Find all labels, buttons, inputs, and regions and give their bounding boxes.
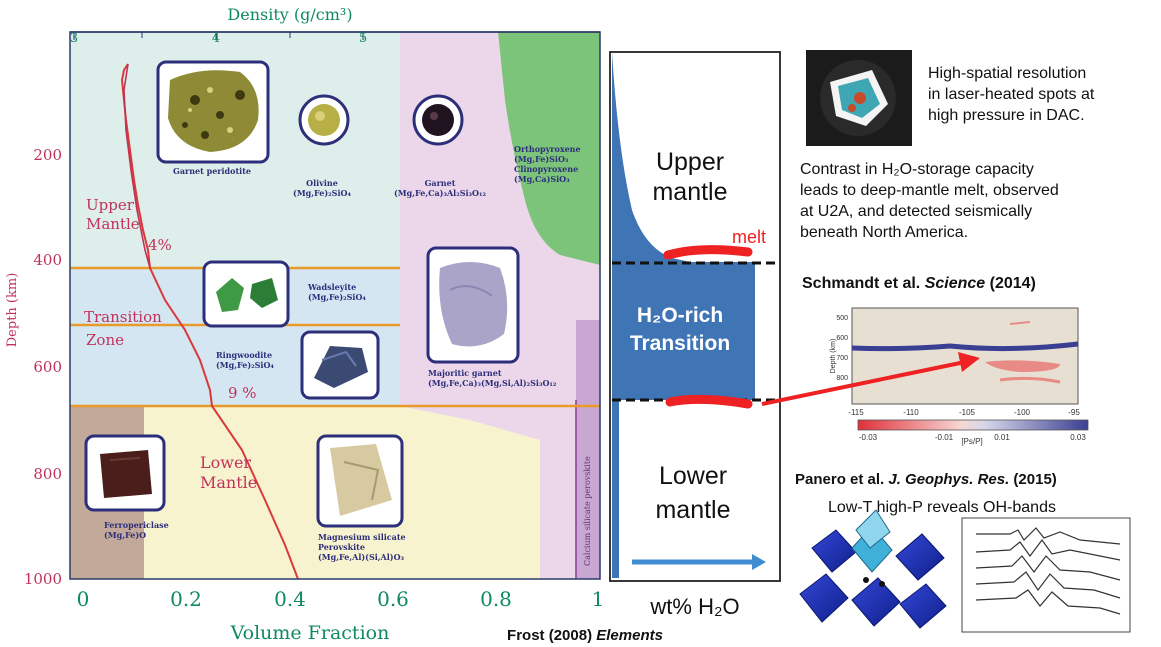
dac-photo bbox=[806, 50, 912, 146]
seismic-ytick-800: 800 bbox=[836, 375, 848, 382]
density-axis-label: Density (g/cm³) bbox=[227, 5, 352, 24]
melt-stroke-upper bbox=[663, 245, 753, 260]
depth-axis: Depth (km) 200 400 600 800 1000 bbox=[5, 146, 62, 588]
cbar-tick-neg01: -0.01 bbox=[935, 433, 954, 442]
column-upper-label: Upper mantle bbox=[652, 148, 727, 206]
garnet-label: Garnet (Mg,Fe,Ca)₃Al₂Si₃O₁₂ bbox=[394, 178, 487, 198]
seismic-image: Depth (km) 500 600 700 800 -115 -110 -10… bbox=[830, 307, 1089, 446]
volume-tick-0.2: 0.2 bbox=[170, 587, 202, 611]
link-arrow bbox=[761, 360, 966, 406]
seismic-blue-band bbox=[851, 341, 1079, 352]
seismic-xtick-95: -95 bbox=[1068, 408, 1080, 417]
crystal-structure bbox=[799, 509, 947, 629]
majoritic-garnet-photo bbox=[426, 246, 520, 364]
depth-tick-400: 400 bbox=[33, 251, 62, 269]
depth-tick-800: 800 bbox=[33, 465, 62, 483]
seismic-red-patch-3 bbox=[1009, 321, 1031, 325]
seismic-red-patch-2 bbox=[999, 376, 1061, 384]
density-axis: Density (g/cm³) 3 4 5 bbox=[70, 5, 600, 46]
ringwoodite-photo bbox=[300, 330, 380, 400]
schmandt-reference: Schmandt et al. Science (2014) bbox=[802, 275, 1036, 292]
panero-reference: Panero et al. J. Geophys. Res. (2015) bbox=[795, 471, 1057, 488]
zone-transition-label: Transition bbox=[84, 308, 162, 326]
seismic-xtick-110: -110 bbox=[903, 408, 919, 417]
percent-9-label: 9 % bbox=[228, 384, 257, 402]
cbar-tick-03: 0.03 bbox=[1070, 433, 1086, 442]
volume-tick-1: 1 bbox=[592, 587, 605, 611]
density-curve bbox=[123, 63, 151, 269]
depth-tick-600: 600 bbox=[33, 358, 62, 376]
garnet-photo bbox=[412, 94, 464, 146]
lower-mantle-water-profile bbox=[612, 400, 619, 578]
olivine-photo bbox=[298, 94, 350, 146]
seismic-colorbar bbox=[857, 419, 1089, 431]
cbar-label: [Ps/P] bbox=[961, 437, 982, 446]
cbar-tick-01: 0.01 bbox=[994, 433, 1010, 442]
majoritic-garnet-label: Majoritic garnet (Mg,Fe,Ca)₃(Mg,Si,Al)₂Si… bbox=[428, 368, 557, 388]
volume-tick-0.8: 0.8 bbox=[480, 587, 512, 611]
depth-tick-200: 200 bbox=[33, 146, 62, 164]
zone-lower-mantle-label: Lower Mantle bbox=[200, 453, 257, 492]
pyroxene-label: Orthopyroxene (Mg,Fe)SiO₃ Clinopyroxene (Mg… bbox=[514, 144, 581, 184]
density-tick-3: 3 bbox=[70, 31, 78, 46]
dac-caption: High-spatial resolution in laser-heated s… bbox=[928, 65, 1095, 124]
ferropericlase-label: Ferropericlase (Mg,Fe)O bbox=[104, 520, 169, 540]
wadsleyite-photo bbox=[202, 260, 290, 328]
olivine-label: Olivine (Mg,Fe)₂SiO₄ bbox=[293, 178, 351, 198]
seismic-ylabel: Depth (km) bbox=[830, 339, 837, 374]
seismic-ytick-700: 700 bbox=[836, 355, 848, 362]
garnet-peridotite-label: Garnet peridotite bbox=[173, 166, 251, 176]
pyroxene-green-region bbox=[498, 32, 600, 265]
upper-mantle-water-profile bbox=[612, 52, 690, 262]
seismic-red-patch-1 bbox=[985, 360, 1060, 372]
mg-perovskite-photo bbox=[316, 434, 404, 528]
seismic-xtick-105: -105 bbox=[959, 408, 976, 417]
garnet-peridotite-photo bbox=[156, 60, 270, 164]
wadsleyite-label: Wadsleyite (Mg,Fe)₂SiO₄ bbox=[307, 282, 366, 302]
volume-tick-0.4: 0.4 bbox=[274, 587, 306, 611]
ca-perovskite-region bbox=[576, 320, 600, 579]
right-panel: High-spatial resolution in laser-heated s… bbox=[761, 50, 1131, 633]
link-arrow-head bbox=[958, 352, 980, 372]
ferropericlase-photo bbox=[84, 434, 166, 512]
column-transition-label: H₂O-rich Transition bbox=[630, 304, 730, 355]
melt-caption: Contrast in H₂O-storage capacity leads to… bbox=[800, 161, 1059, 241]
column-lower-label: Lower mantle bbox=[655, 462, 730, 524]
density-tick-4: 4 bbox=[212, 31, 220, 46]
ir-spectra-plot bbox=[961, 517, 1131, 633]
melt-stroke-lower bbox=[665, 394, 753, 409]
volume-tick-0: 0 bbox=[77, 587, 90, 611]
mg-perovskite-label: Magnesium silicate Perovskite (Mg,Fe,Al)(S… bbox=[318, 532, 406, 562]
phase-diagram: Density (g/cm³) 3 4 5 Depth (km) 200 400… bbox=[5, 5, 604, 644]
depth-tick-1000: 1000 bbox=[24, 570, 62, 588]
ca-perovskite-label: Calcium silicate perovskite bbox=[583, 456, 592, 566]
seismic-ytick-600: 600 bbox=[836, 335, 848, 342]
zone-upper-mantle-label: Upper Mantle bbox=[86, 196, 140, 233]
cbar-tick-neg03: -0.03 bbox=[859, 433, 878, 442]
volume-axis-label: Volume Fraction bbox=[230, 622, 390, 644]
oh-bands-caption: Low-T high-P reveals OH-bands bbox=[828, 499, 1056, 516]
water-axis-label: wt% H₂O bbox=[649, 594, 739, 619]
water-column: melt Upper mantle H₂O-rich Transition Lowe… bbox=[507, 51, 781, 644]
seismic-xtick-100: -100 bbox=[1014, 408, 1031, 417]
seismic-xtick-115: -115 bbox=[848, 408, 864, 417]
volume-axis: 0 0.2 0.4 0.6 0.8 1 Volume Fraction bbox=[77, 587, 605, 644]
column-arrow-head bbox=[752, 554, 766, 570]
transition-water-block bbox=[612, 262, 755, 400]
percent-4-label: 4% bbox=[148, 236, 172, 254]
zone-zone-label: Zone bbox=[86, 331, 124, 349]
seismic-ytick-500: 500 bbox=[836, 315, 848, 322]
ringwoodite-label: Ringwoodite (Mg,Fe)₂SiO₄ bbox=[216, 350, 274, 370]
density-tick-5: 5 bbox=[359, 31, 367, 46]
melt-label: melt bbox=[732, 227, 766, 247]
frost-credit: Frost (2008) Elements bbox=[507, 627, 663, 644]
depth-axis-label: Depth (km) bbox=[5, 273, 20, 348]
volume-tick-0.6: 0.6 bbox=[377, 587, 409, 611]
